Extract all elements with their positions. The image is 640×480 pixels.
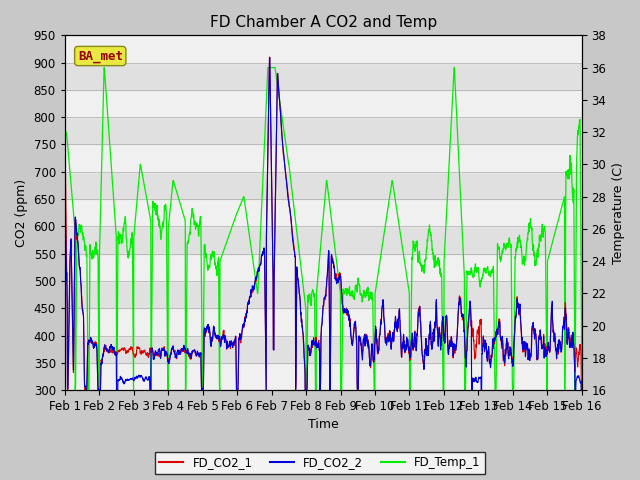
Bar <box>65 199 582 227</box>
Bar <box>65 90 582 117</box>
Bar <box>65 336 582 363</box>
Y-axis label: Temperature (C): Temperature (C) <box>612 162 625 264</box>
Bar <box>65 308 582 336</box>
Bar <box>65 117 582 144</box>
Bar <box>65 227 582 253</box>
Text: BA_met: BA_met <box>77 49 123 62</box>
Bar <box>65 144 582 172</box>
Bar <box>65 172 582 199</box>
Bar <box>65 36 582 62</box>
Bar <box>65 253 582 281</box>
Y-axis label: CO2 (ppm): CO2 (ppm) <box>15 179 28 247</box>
Bar <box>65 62 582 90</box>
Bar <box>65 281 582 308</box>
X-axis label: Time: Time <box>308 419 339 432</box>
Bar <box>65 363 582 390</box>
Legend: FD_CO2_1, FD_CO2_2, FD_Temp_1: FD_CO2_1, FD_CO2_2, FD_Temp_1 <box>155 452 485 474</box>
Title: FD Chamber A CO2 and Temp: FD Chamber A CO2 and Temp <box>210 15 437 30</box>
